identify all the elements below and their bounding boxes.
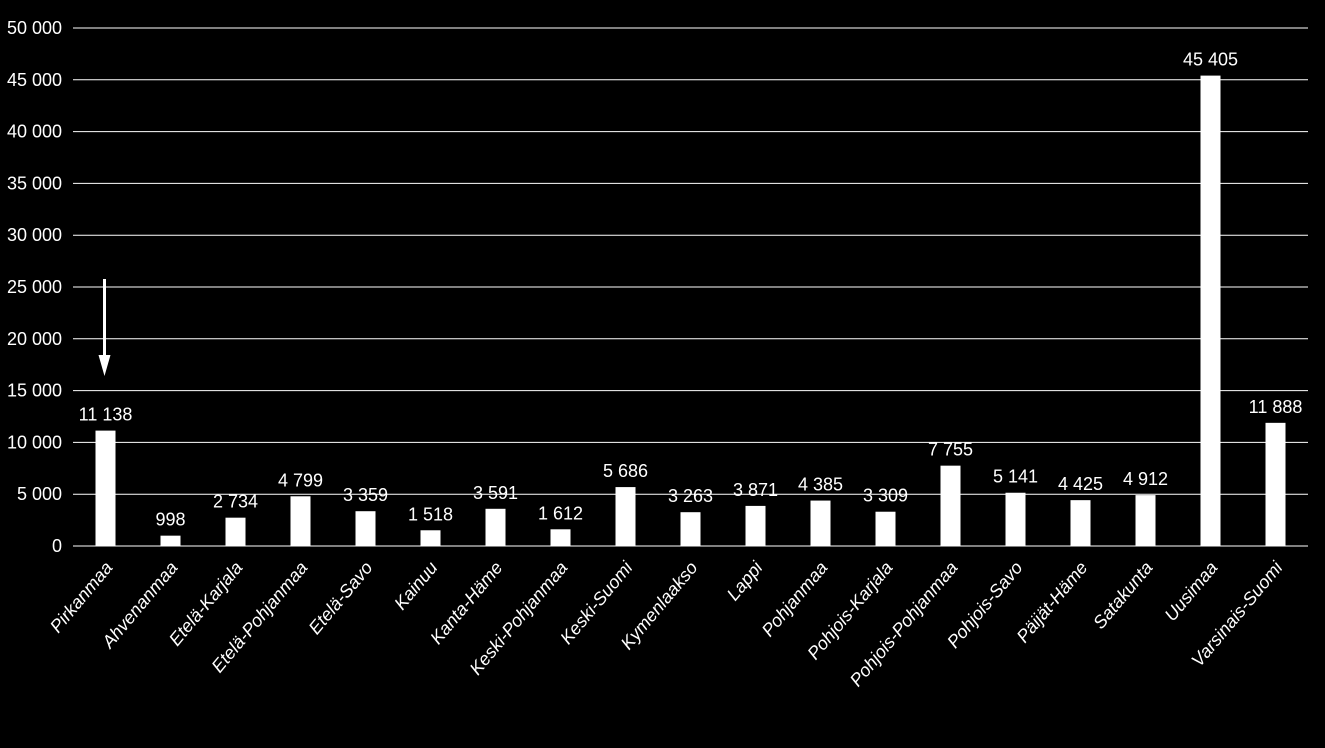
bar-pohjois-karjala — [875, 511, 896, 546]
bar-etelä-karjala — [225, 517, 246, 546]
data-label: 3 263 — [668, 486, 713, 506]
bar-pohjanmaa — [810, 500, 831, 546]
category-label: Pohjanmaa — [758, 558, 832, 641]
y-tick-label: 50 000 — [7, 18, 62, 38]
bar-etelä-pohjanmaa — [290, 496, 311, 546]
bar-kanta-häme — [485, 508, 506, 546]
data-label: 998 — [155, 510, 185, 530]
category-label: Kainuu — [390, 558, 441, 614]
highlight-marker — [98, 279, 111, 376]
category-label: Uusimaa — [1161, 558, 1222, 625]
bar-pohjois-savo — [1005, 492, 1026, 546]
bar-keski-suomi — [615, 487, 636, 546]
bar-varsinais-suomi — [1265, 422, 1286, 546]
y-tick-label: 20 000 — [7, 329, 62, 349]
y-tick-label: 15 000 — [7, 381, 62, 401]
bar-etelä-savo — [355, 511, 376, 546]
bar-ahvenanmaa — [160, 535, 181, 546]
y-tick-label: 35 000 — [7, 173, 62, 193]
bar-uusimaa — [1200, 75, 1221, 547]
data-label: 7 755 — [928, 440, 973, 460]
category-label: Lappi — [723, 557, 767, 604]
bars — [95, 75, 1286, 547]
data-label: 4 799 — [278, 470, 323, 490]
y-tick-label: 30 000 — [7, 225, 62, 245]
data-label: 1 612 — [538, 503, 583, 523]
data-label: 3 309 — [863, 486, 908, 506]
category-label: Etelä-Savo — [305, 558, 377, 638]
category-labels: PirkanmaaAhvenanmaaEtelä-KarjalaEtelä-Po… — [46, 557, 1287, 690]
bar-pohjois-pohjanmaa — [940, 465, 961, 546]
bar-pirkanmaa — [95, 430, 116, 546]
data-labels: 11 138 998 2 734 4 799 3 359 1 518 3 591 1 612 5… — [79, 50, 1303, 530]
data-label: 11 888 — [1249, 397, 1303, 417]
y-tick-label: 25 000 — [7, 277, 62, 297]
category-label: Pohjois-Pohjanmaa — [846, 558, 962, 690]
data-label: 3 359 — [343, 485, 388, 505]
data-label: 3 871 — [733, 480, 778, 500]
bar-kymenlaakso — [680, 512, 701, 546]
data-label: 4 425 — [1058, 474, 1103, 494]
data-label: 4 912 — [1123, 469, 1168, 489]
bar-kainuu — [420, 530, 441, 546]
data-label: 4 385 — [798, 475, 843, 495]
y-tick-label: 0 — [52, 536, 62, 556]
data-label: 3 591 — [473, 483, 518, 503]
y-tick-label: 45 000 — [7, 70, 62, 90]
data-label: 45 405 — [1183, 50, 1238, 70]
bar-lappi — [745, 505, 766, 546]
down-arrow-icon — [98, 279, 111, 376]
data-label: 1 518 — [408, 504, 453, 524]
bar-satakunta — [1135, 495, 1156, 546]
category-label: Pirkanmaa — [46, 558, 117, 637]
data-label: 11 138 — [79, 405, 133, 425]
y-tick-label: 10 000 — [7, 432, 62, 452]
y-axis-tick-labels: 0 5 000 10 000 15 000 20 000 25 000 30 000 35 0… — [7, 18, 62, 556]
y-tick-label: 40 000 — [7, 122, 62, 142]
data-label: 2 734 — [213, 492, 258, 512]
data-label: 5 141 — [993, 467, 1038, 487]
data-label: 5 686 — [603, 461, 648, 481]
gridlines — [73, 27, 1308, 547]
bar-päijät-häme — [1070, 500, 1091, 546]
y-tick-label: 5 000 — [17, 484, 62, 504]
category-label: Satakunta — [1089, 558, 1156, 633]
bar-keski-pohjanmaa — [550, 529, 571, 546]
